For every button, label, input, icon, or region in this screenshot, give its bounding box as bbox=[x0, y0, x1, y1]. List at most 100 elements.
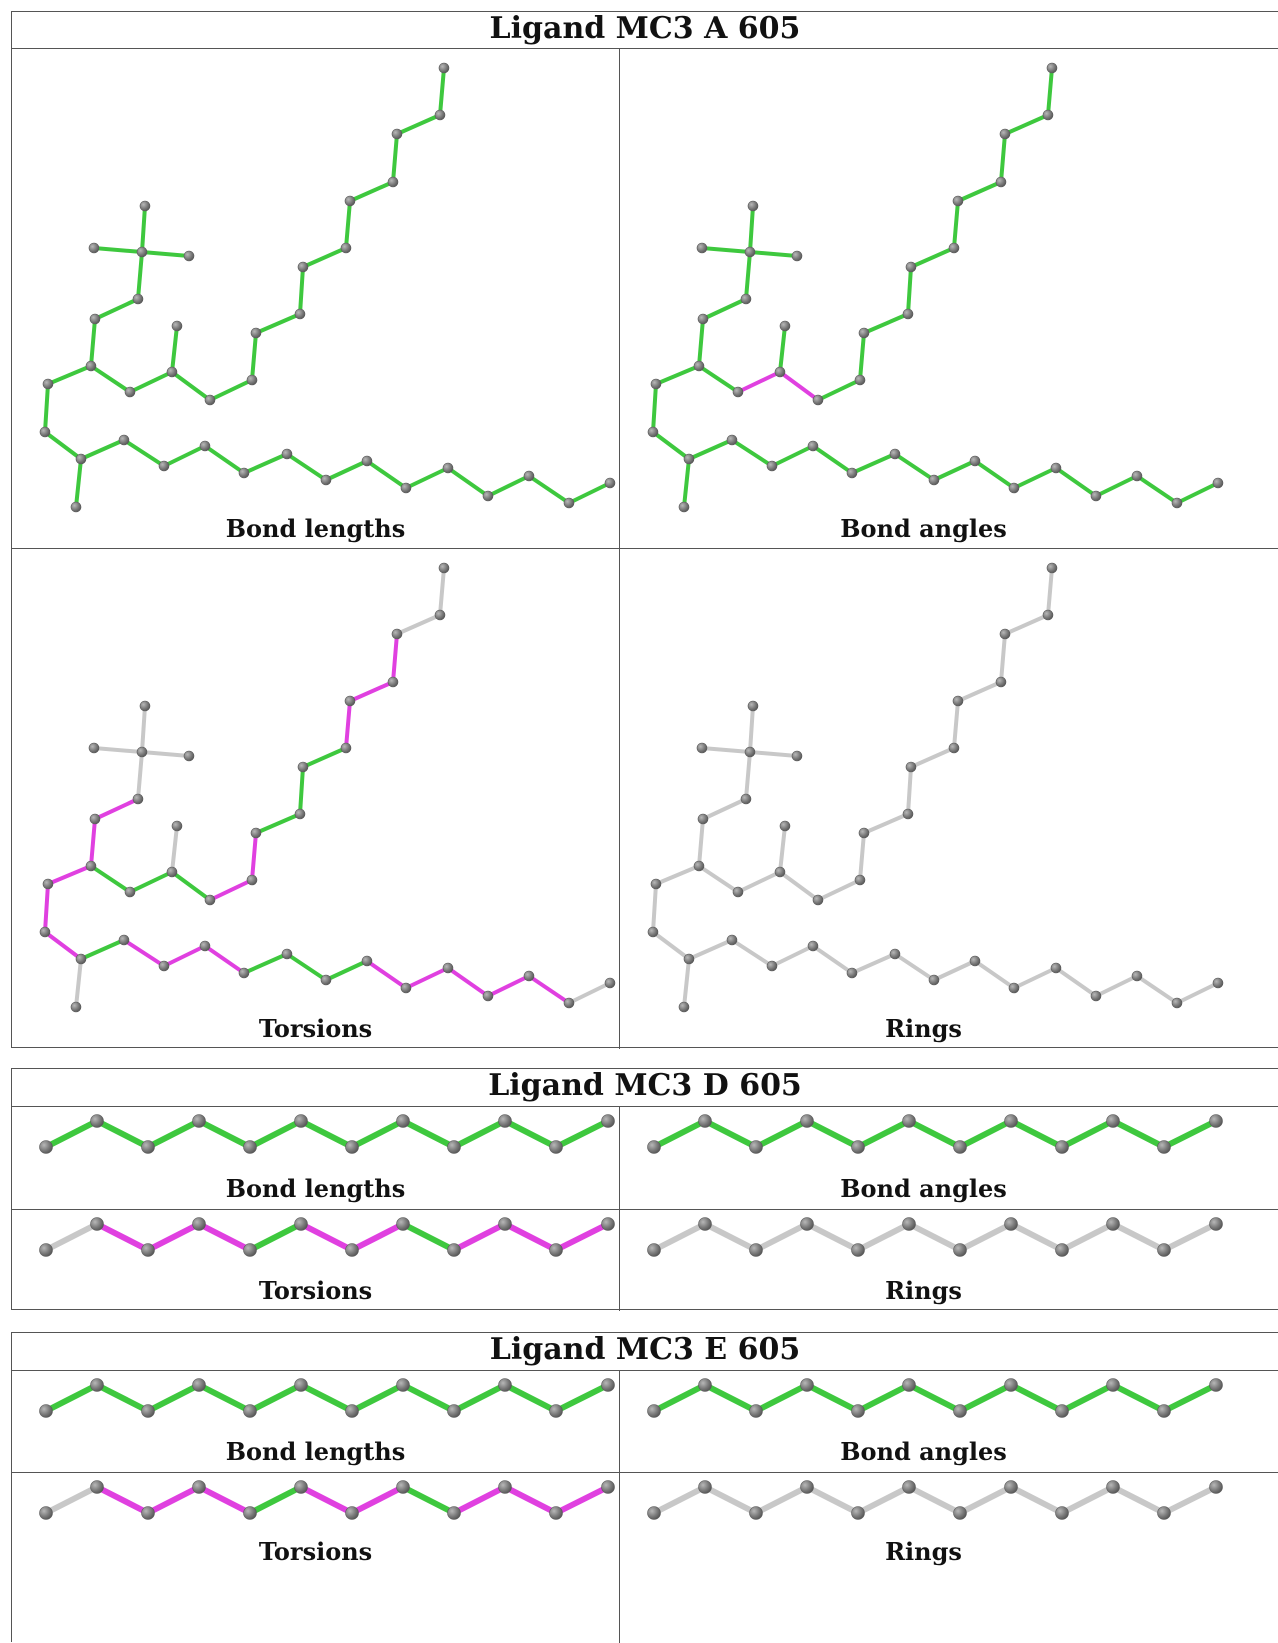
bond bbox=[298, 1484, 355, 1516]
atom bbox=[563, 997, 575, 1009]
atom bbox=[281, 948, 293, 960]
atom bbox=[928, 974, 940, 986]
bond bbox=[651, 1118, 708, 1150]
atom bbox=[1004, 1114, 1018, 1128]
atom bbox=[171, 820, 183, 832]
atom bbox=[999, 128, 1011, 140]
atom bbox=[39, 1243, 53, 1257]
atom bbox=[297, 261, 309, 273]
atom bbox=[698, 1114, 712, 1128]
atom bbox=[70, 1001, 82, 1013]
atom bbox=[340, 742, 352, 754]
bond bbox=[1046, 66, 1054, 117]
bond bbox=[446, 966, 490, 998]
bond bbox=[697, 364, 740, 394]
atom bbox=[774, 366, 786, 378]
bond bbox=[145, 1221, 202, 1253]
bond bbox=[92, 246, 144, 254]
atom bbox=[851, 1243, 865, 1257]
divider-horizontal bbox=[12, 548, 1278, 549]
atom bbox=[683, 453, 695, 465]
caption: Bond lengths bbox=[225, 1437, 406, 1466]
bond bbox=[697, 317, 705, 368]
atom bbox=[39, 1140, 53, 1154]
cell-torsions: Torsions bbox=[12, 1473, 619, 1643]
bond bbox=[1094, 474, 1139, 498]
atom bbox=[696, 742, 708, 754]
bond bbox=[736, 370, 782, 394]
atom bbox=[732, 386, 744, 398]
bond bbox=[1054, 966, 1098, 998]
cell-bond-lengths: Bond lengths bbox=[12, 1371, 619, 1472]
bond bbox=[855, 1484, 912, 1516]
atom bbox=[90, 1217, 104, 1231]
molecule-diagram bbox=[647, 62, 1224, 513]
bond bbox=[651, 1221, 708, 1253]
atom bbox=[482, 990, 494, 1002]
bond bbox=[804, 1382, 861, 1414]
caption: Bond angles bbox=[840, 1437, 1007, 1466]
divider-horizontal bbox=[12, 1472, 1278, 1473]
bond bbox=[1046, 566, 1054, 617]
atom bbox=[281, 448, 293, 460]
bond bbox=[344, 699, 352, 750]
bond bbox=[395, 113, 442, 136]
bond bbox=[247, 1484, 304, 1516]
atom bbox=[995, 676, 1007, 688]
atom bbox=[320, 474, 332, 486]
atom bbox=[294, 1378, 308, 1392]
atom bbox=[858, 827, 870, 839]
atom bbox=[647, 1506, 661, 1520]
atom bbox=[204, 894, 216, 906]
atom bbox=[243, 1404, 257, 1418]
cell-bond-angles: Bond angles bbox=[620, 1107, 1278, 1209]
bond bbox=[43, 430, 83, 461]
panel-ligand-d: Ligand MC3 D 605 Bond lengths Bond angle… bbox=[11, 1068, 1278, 1311]
bond bbox=[909, 246, 956, 269]
atom bbox=[698, 1217, 712, 1231]
bond bbox=[250, 831, 258, 882]
atom bbox=[749, 1243, 763, 1257]
atom bbox=[442, 462, 454, 474]
atom bbox=[498, 1217, 512, 1231]
atom bbox=[791, 250, 803, 262]
atom bbox=[344, 195, 356, 207]
bond bbox=[391, 632, 399, 684]
atom bbox=[438, 62, 450, 74]
atom bbox=[438, 562, 450, 574]
atom bbox=[851, 1140, 865, 1154]
atom bbox=[1157, 1404, 1171, 1418]
atom bbox=[1055, 1506, 1069, 1520]
cell-bond-angles: Bond angles bbox=[620, 49, 1278, 548]
bond bbox=[1054, 466, 1098, 498]
atom bbox=[136, 746, 148, 758]
bond bbox=[128, 370, 174, 394]
caption: Torsions bbox=[258, 1014, 373, 1043]
atom bbox=[90, 1114, 104, 1128]
bond bbox=[753, 1118, 810, 1150]
atom bbox=[726, 934, 738, 946]
bond bbox=[700, 746, 752, 754]
bond bbox=[651, 1382, 708, 1414]
chain-diagram bbox=[647, 1378, 1223, 1418]
atom bbox=[905, 761, 917, 773]
bond bbox=[893, 452, 936, 482]
bond bbox=[702, 1221, 759, 1253]
bond bbox=[850, 452, 897, 475]
atom bbox=[1209, 1217, 1223, 1231]
atom bbox=[1004, 1480, 1018, 1494]
bond bbox=[651, 430, 691, 461]
atom bbox=[846, 967, 858, 979]
atom bbox=[250, 827, 262, 839]
bond bbox=[486, 974, 531, 998]
bond bbox=[502, 1382, 559, 1414]
atom bbox=[807, 440, 819, 452]
bond bbox=[348, 680, 395, 703]
atom bbox=[697, 813, 709, 825]
bond bbox=[770, 944, 815, 968]
atom bbox=[75, 453, 87, 465]
atom bbox=[1106, 1217, 1120, 1231]
atom bbox=[1106, 1378, 1120, 1392]
molecule-diagram bbox=[39, 62, 616, 513]
bond bbox=[687, 438, 734, 461]
